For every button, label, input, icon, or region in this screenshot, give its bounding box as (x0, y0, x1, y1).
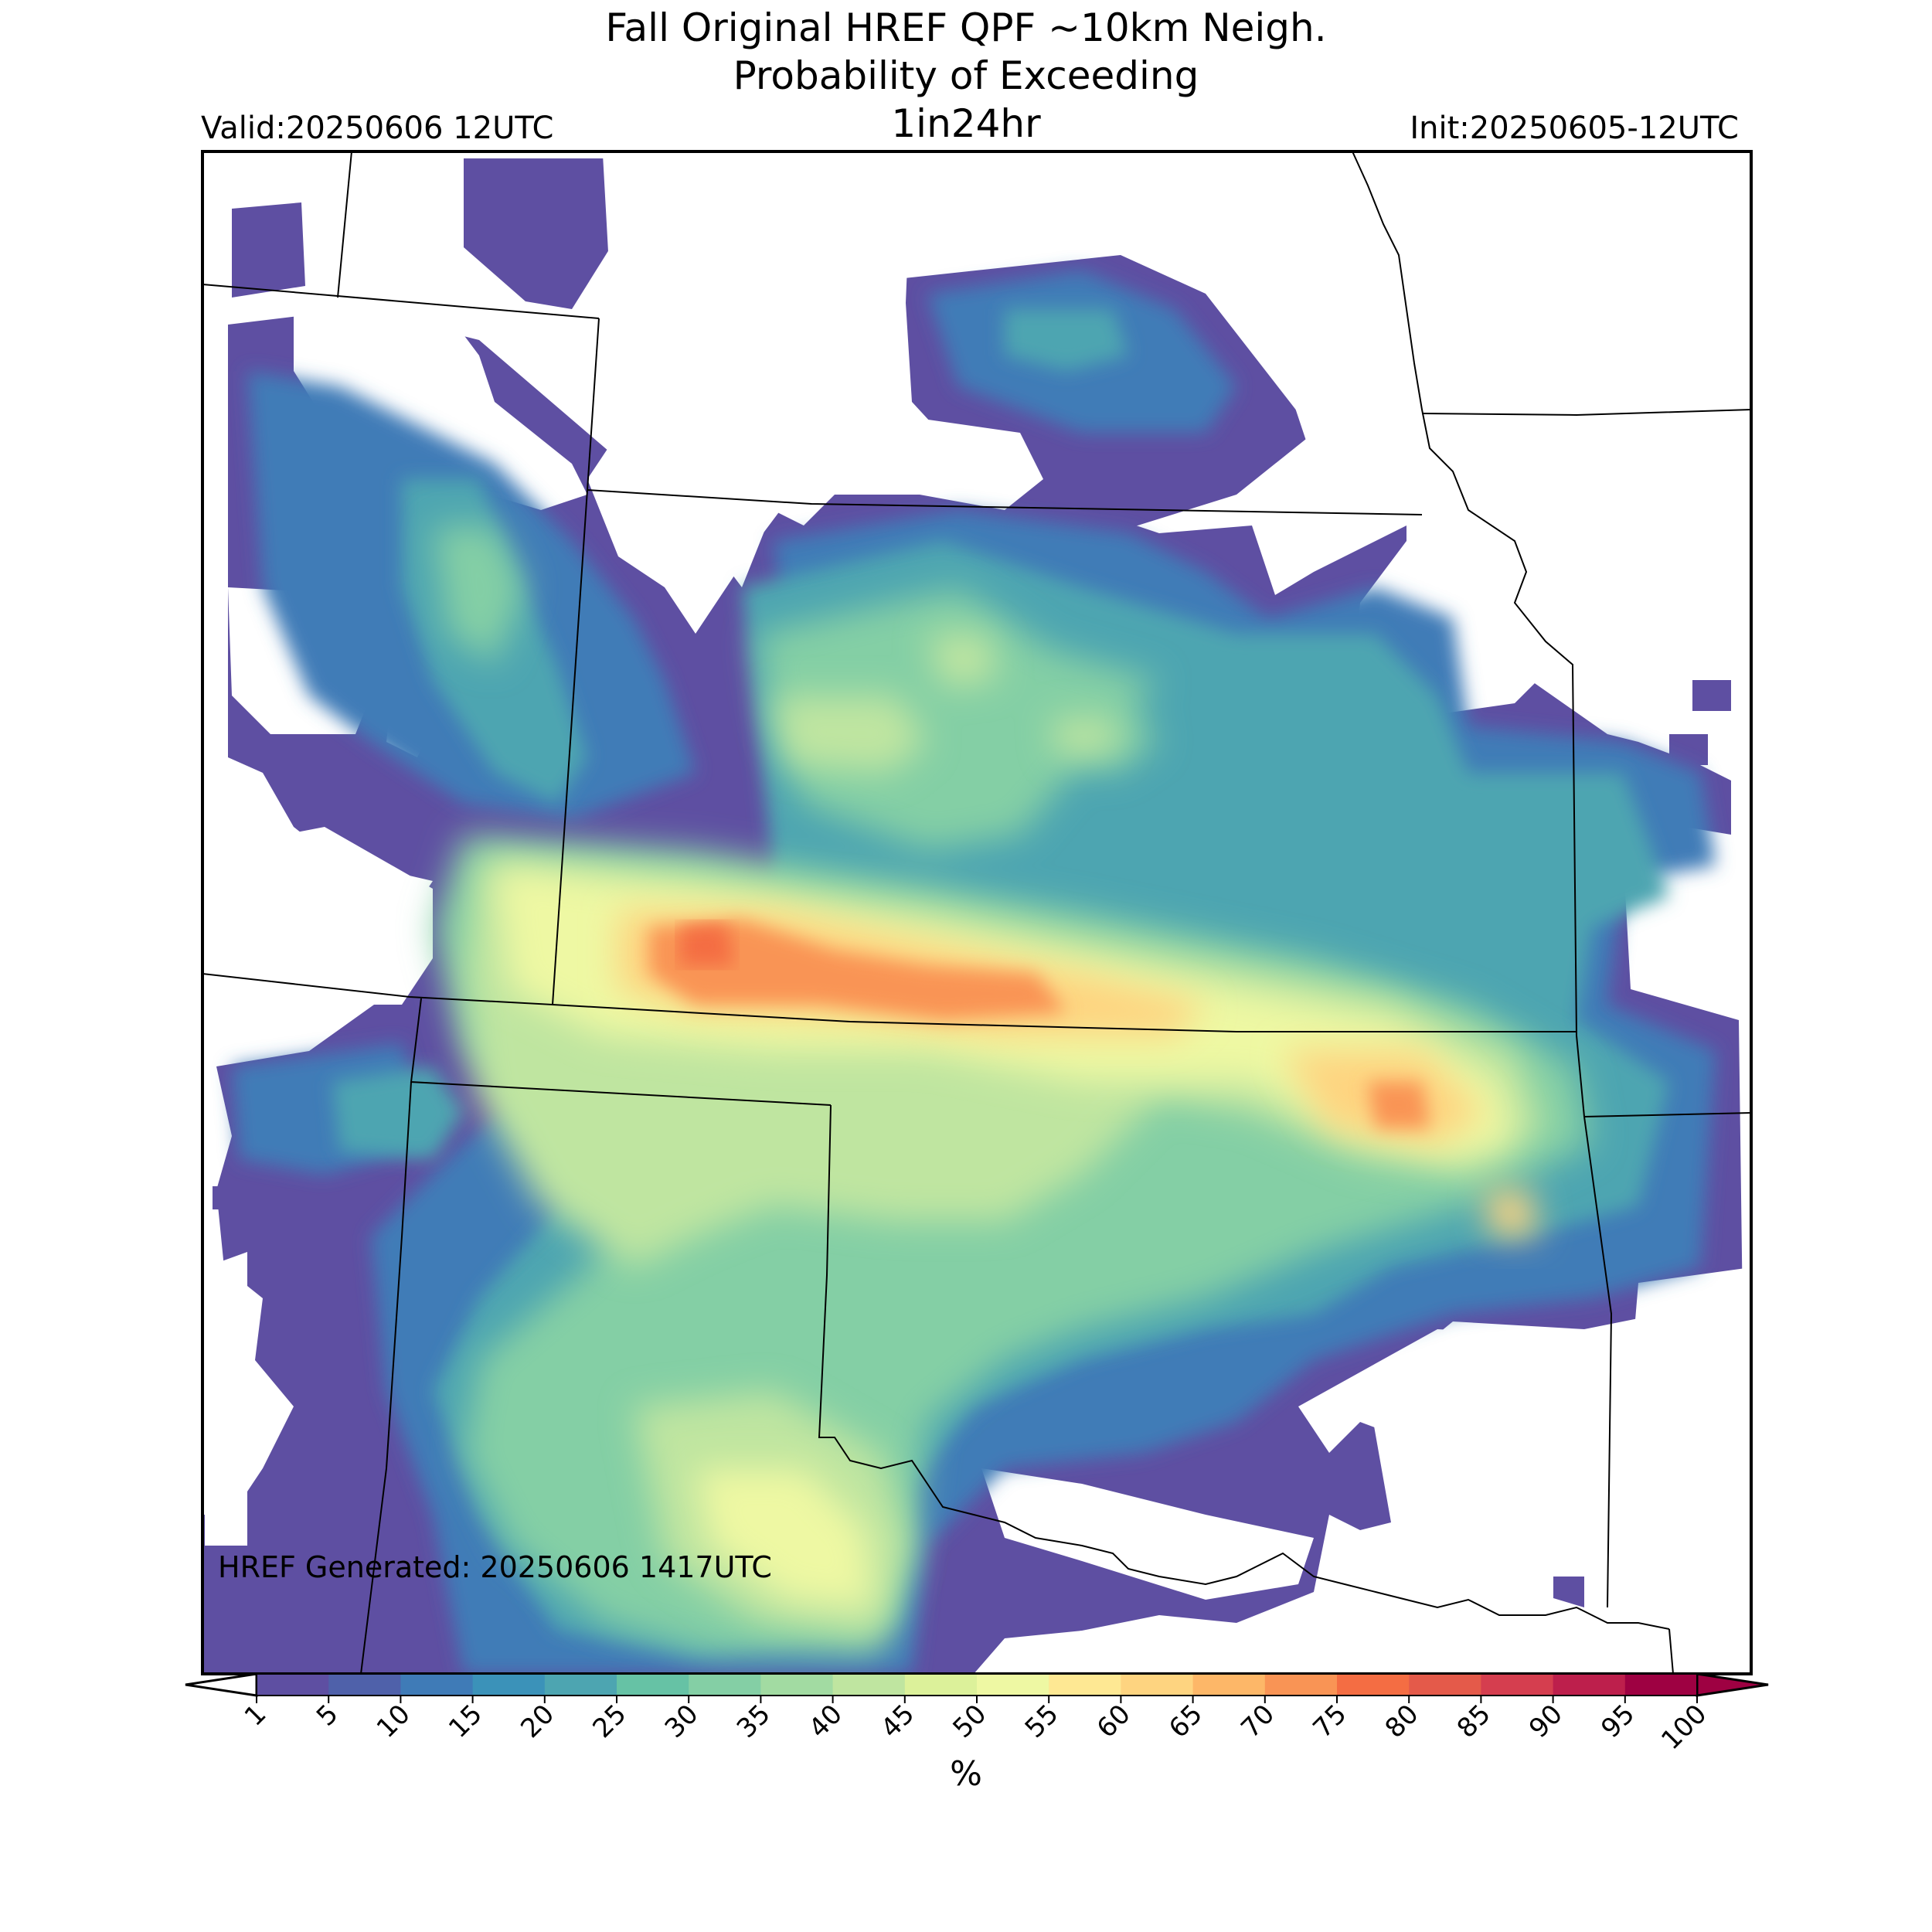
band-65-75 (649, 920, 1430, 1128)
state-boundaries (202, 151, 1751, 1674)
colorbar-swatch (1409, 1674, 1481, 1696)
boundary-line (818, 1104, 1670, 1630)
colorbar-swatch (1553, 1674, 1626, 1696)
colorbar-swatch (1624, 1674, 1698, 1696)
colorbar-swatch (617, 1674, 689, 1696)
boundary-line (1352, 151, 1585, 1117)
colorbar-swatch (760, 1674, 834, 1696)
colorbar-tick-label: 45 (875, 1699, 920, 1744)
map-title-line-3: 1in24hr (891, 101, 1041, 146)
colorbar-tick-label: 50 (947, 1699, 992, 1744)
init-time-label: Init:20250605-12UTC (1410, 111, 1739, 146)
colorbar-swatch (472, 1674, 546, 1696)
boundary-line (360, 1081, 412, 1674)
colorbar-swatch (1264, 1674, 1338, 1696)
colorbar-tick-label: 20 (515, 1699, 560, 1744)
colorbar-tick-label: 90 (1523, 1699, 1569, 1744)
colorbar-swatch (904, 1674, 978, 1696)
colorbar-swatch (1121, 1674, 1194, 1696)
colorbar-swatch (257, 1674, 329, 1696)
colorbar-swatch (328, 1674, 401, 1696)
boundary-line (552, 1004, 1577, 1032)
colorbar-tick-label: 55 (1019, 1699, 1065, 1744)
colorbar-tick-label: 25 (587, 1699, 632, 1744)
colorbar-tick-label: 95 (1595, 1699, 1641, 1744)
colorbar-tick-label: 65 (1163, 1699, 1209, 1744)
colorbar-tick-label: 5 (311, 1699, 345, 1733)
colorbar-swatch (1192, 1674, 1266, 1696)
map-title-line-2: Probability of Exceeding (733, 53, 1199, 98)
colorbar-swatch (1049, 1674, 1121, 1696)
boundary-line (1583, 1112, 1751, 1117)
colorbar-tick-label: 30 (659, 1699, 705, 1744)
colorbar-label: % (950, 1754, 982, 1794)
colorbar-swatch (1481, 1674, 1554, 1696)
colorbar-tick-label: 85 (1451, 1699, 1497, 1744)
colorbar-tick-label: 100 (1655, 1699, 1713, 1756)
colorbar-tick-label: 70 (1235, 1699, 1281, 1744)
boundary-line (1668, 1628, 1674, 1674)
probability-field (202, 155, 1751, 1674)
boundary-line (202, 284, 600, 319)
colorbar-swatch (832, 1674, 906, 1696)
boundary-line (587, 489, 1423, 515)
boundary-line (1583, 1116, 1613, 1608)
colorbar-tick-label: 80 (1379, 1699, 1425, 1744)
colorbar-swatch (544, 1674, 617, 1696)
colorbar-under-extension (185, 1672, 258, 1697)
valid-time-label: Valid:20250606 12UTC (201, 111, 554, 146)
no-data-gaps (205, 155, 1751, 1674)
colorbar-swatch (1337, 1674, 1410, 1696)
boundary-line (337, 151, 352, 298)
generated-timestamp: HREF Generated: 20250606 1417UTC (218, 1550, 772, 1584)
colorbar-tick-label: 75 (1307, 1699, 1352, 1744)
colorbar-tick-label: 1 (239, 1699, 273, 1733)
colorbar: 1 5 10 15 20 25 30 35 40 45 50 55 60 65 70 75 80 85 90 95 10… (185, 1672, 1769, 1756)
colorbar-tick-label: 35 (731, 1699, 777, 1744)
colorbar-tick-label: 40 (803, 1699, 849, 1744)
map-title-line-1: Fall Original HREF QPF ~10km Neigh. (605, 5, 1327, 50)
colorbar-swatch (400, 1674, 474, 1696)
colorbar-tick-label: 60 (1091, 1699, 1137, 1744)
colorbar-over-extension (1696, 1672, 1769, 1697)
colorbar-tick-label: 10 (371, 1699, 417, 1744)
colorbar-swatch (689, 1674, 761, 1696)
colorbar-tick-label: 15 (443, 1699, 488, 1744)
band-75-80 (680, 923, 734, 966)
colorbar-swatch (977, 1674, 1049, 1696)
boundary-line (1421, 409, 1751, 417)
